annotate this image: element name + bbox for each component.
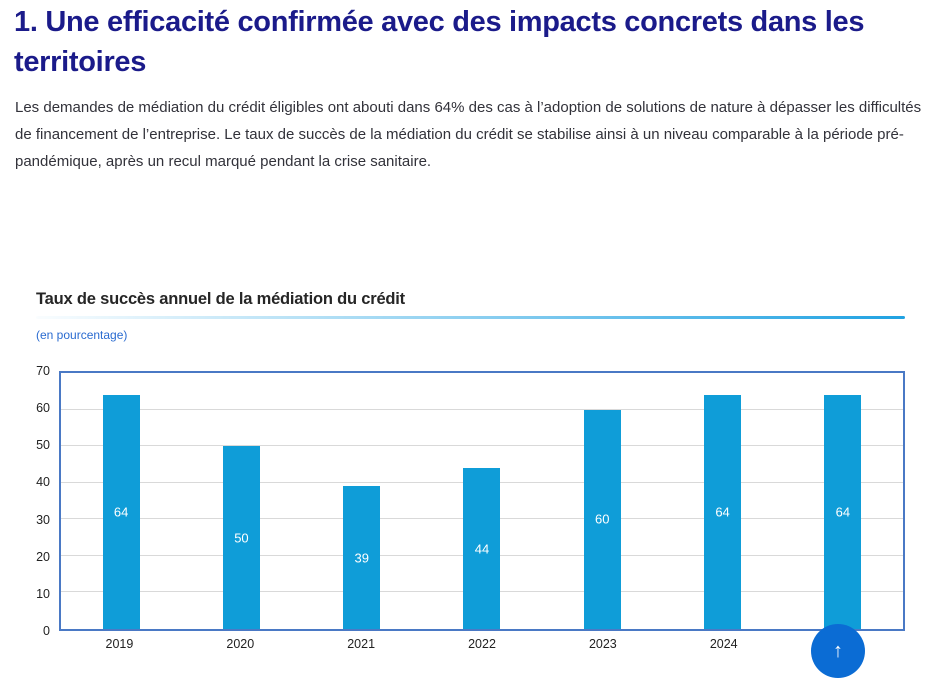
bar-col-7: 64 (824, 394, 862, 629)
bar-2021: 39 (343, 486, 381, 629)
bar-2022: 44 (463, 468, 501, 629)
x-axis-tick-label: 2024 (709, 637, 738, 651)
y-axis-tick-label: 60 (36, 401, 50, 416)
bar-slot: 60 (542, 373, 662, 629)
y-axis-tick-label: 10 (36, 586, 50, 601)
bar-slot: 64 (783, 373, 903, 629)
bar-2023: 60 (583, 409, 621, 629)
y-axis-tick-label: 30 (36, 512, 50, 527)
x-axis: 2019 2020 2021 2022 2023 2024 (59, 637, 905, 651)
chart-plot-area: 64 50 39 44 60 64 64 (59, 371, 905, 631)
y-axis-tick-label: 0 (43, 624, 50, 638)
bar-slot: 44 (422, 373, 542, 629)
x-axis-tick-label: 2023 (588, 637, 617, 651)
page-title: 1. Une efficacité confirmée avec des imp… (14, 6, 865, 78)
x-axis-tick-label: 2022 (468, 637, 496, 651)
bar-value-label: 50 (234, 530, 249, 546)
x-axis-tick-label: 2020 (226, 637, 255, 651)
chart-unit-label: (en pourcentage) (36, 328, 128, 342)
bar-slot: 64 (662, 373, 782, 629)
bar-slot: 39 (302, 373, 422, 629)
chart-title-underline (36, 316, 905, 319)
y-axis-tick-label: 50 (36, 438, 50, 453)
chart-title: Taux de succès annuel de la médiation du… (36, 290, 405, 308)
bar-slot: 50 (181, 373, 301, 629)
bar-slot: 64 (61, 373, 181, 629)
bar-2020: 50 (222, 446, 260, 629)
bar-value-label: 64 (113, 504, 129, 520)
bar-2019: 64 (102, 394, 140, 629)
y-axis-tick-label: 70 (36, 364, 50, 378)
x-axis-tick-label: 2021 (347, 637, 376, 651)
y-axis-tick-label: 20 (36, 549, 50, 564)
intro-paragraph: Les demandes de médiation du crédit élig… (15, 99, 922, 170)
gridline (61, 445, 903, 447)
bar-value-label: 39 (354, 550, 369, 566)
y-axis: 0 10 20 30 40 50 60 70 (0, 364, 50, 638)
back-to-top-button[interactable]: ↑ (811, 624, 865, 678)
up-arrow-icon: ↑ (833, 640, 843, 662)
bar-2024: 64 (704, 394, 742, 629)
bar-value-label: 60 (595, 511, 610, 527)
y-axis-tick-label: 40 (36, 475, 50, 490)
bar-value-label: 44 (474, 541, 490, 557)
x-axis-tick-label: 2019 (105, 637, 134, 651)
bar-value-label: 64 (715, 504, 730, 520)
gridline (61, 408, 903, 410)
bar-value-label: 64 (835, 504, 851, 520)
